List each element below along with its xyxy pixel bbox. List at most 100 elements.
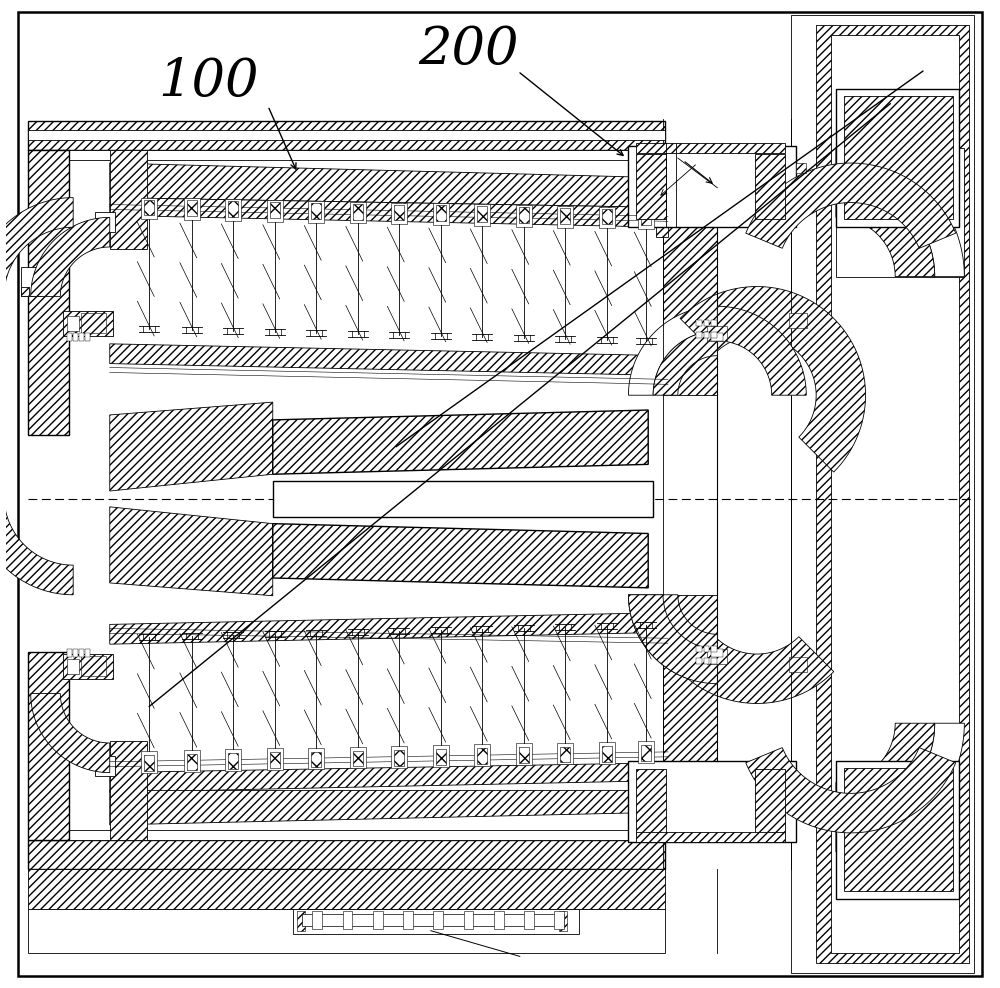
Bar	[311, 752, 321, 768]
Bar	[628, 166, 747, 188]
Bar	[516, 206, 532, 227]
Bar	[270, 203, 280, 218]
Bar	[28, 830, 665, 840]
Polygon shape	[836, 178, 935, 277]
Bar	[391, 746, 407, 768]
Bar	[308, 201, 324, 222]
Bar	[711, 333, 723, 341]
Bar	[474, 205, 490, 226]
Bar	[816, 25, 969, 963]
Bar	[560, 747, 570, 763]
Bar	[110, 150, 147, 249]
Polygon shape	[0, 496, 73, 595]
Bar	[704, 320, 709, 326]
Bar	[711, 320, 717, 326]
Bar	[755, 154, 785, 219]
Polygon shape	[110, 763, 668, 792]
Bar	[267, 201, 283, 222]
Bar	[636, 154, 666, 219]
Bar	[187, 754, 197, 770]
Bar	[789, 657, 807, 672]
Bar	[81, 656, 106, 676]
Bar	[474, 744, 490, 766]
Bar	[831, 35, 959, 953]
Bar	[28, 869, 665, 909]
Bar	[225, 749, 241, 771]
Polygon shape	[746, 163, 956, 248]
Bar	[494, 911, 504, 929]
Bar	[95, 756, 115, 776]
Polygon shape	[273, 410, 648, 474]
Bar	[656, 148, 668, 237]
Bar	[436, 206, 446, 221]
Bar	[704, 332, 709, 338]
Bar	[312, 911, 322, 929]
Bar	[755, 769, 785, 834]
Bar	[297, 911, 305, 931]
Bar	[67, 316, 79, 331]
Bar	[638, 207, 654, 229]
Bar	[711, 646, 717, 652]
Bar	[28, 840, 665, 869]
Bar	[696, 646, 702, 652]
Bar	[663, 595, 717, 842]
Polygon shape	[680, 287, 866, 472]
Bar	[28, 909, 665, 953]
Bar	[711, 649, 723, 657]
Bar	[308, 748, 324, 770]
Bar	[602, 746, 612, 762]
Bar	[704, 658, 709, 664]
Bar	[628, 761, 796, 842]
Polygon shape	[836, 148, 964, 277]
Bar	[141, 198, 157, 219]
Bar	[836, 89, 959, 227]
Bar	[836, 761, 959, 899]
Bar	[28, 652, 69, 840]
Bar	[63, 654, 113, 679]
Bar	[302, 914, 564, 926]
Polygon shape	[653, 331, 717, 395]
Bar	[844, 768, 953, 891]
Polygon shape	[717, 306, 806, 395]
Bar	[28, 150, 665, 160]
Bar	[81, 313, 106, 333]
Bar	[641, 209, 651, 225]
Bar	[391, 203, 407, 224]
Polygon shape	[836, 723, 964, 852]
Polygon shape	[110, 790, 668, 825]
Bar	[67, 649, 72, 657]
Bar	[628, 150, 747, 168]
Bar	[636, 832, 785, 842]
Bar	[557, 743, 573, 765]
Polygon shape	[31, 217, 110, 296]
Bar	[704, 646, 709, 652]
Bar	[311, 203, 321, 218]
Bar	[73, 333, 78, 341]
Bar	[403, 911, 413, 929]
Bar	[636, 143, 785, 153]
Text: 100: 100	[158, 55, 259, 107]
Bar	[707, 326, 727, 341]
Bar	[628, 146, 796, 227]
Bar	[636, 769, 666, 834]
Bar	[63, 311, 113, 336]
Polygon shape	[746, 748, 956, 833]
Bar	[21, 267, 41, 296]
Bar	[711, 658, 717, 664]
Bar	[67, 333, 72, 341]
Bar	[836, 148, 964, 277]
Bar	[79, 649, 84, 657]
Bar	[796, 163, 806, 173]
Bar	[638, 741, 654, 763]
Bar	[519, 207, 529, 223]
Bar	[524, 911, 534, 929]
Bar	[477, 206, 487, 222]
Polygon shape	[110, 198, 668, 227]
Bar	[273, 481, 653, 517]
Bar	[267, 748, 283, 770]
Polygon shape	[628, 306, 717, 395]
Bar	[350, 747, 366, 769]
Bar	[433, 911, 443, 929]
Bar	[464, 911, 473, 929]
Polygon shape	[0, 198, 73, 296]
